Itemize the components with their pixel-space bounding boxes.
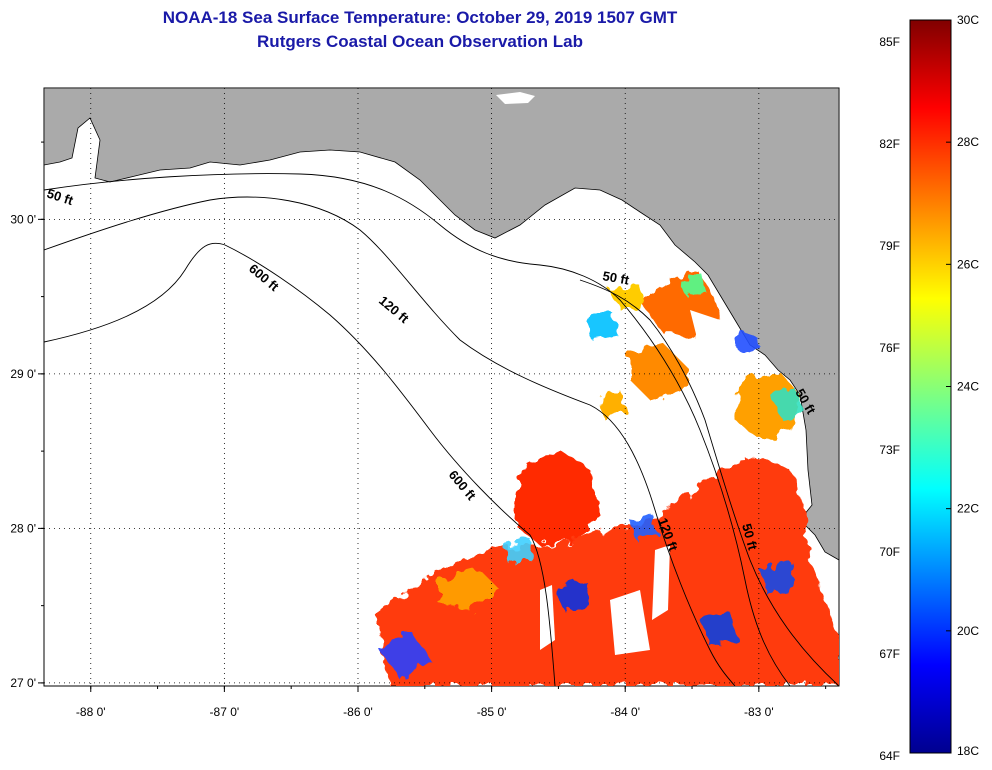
colorbar-fahrenheit-label: 67F [879,647,900,661]
lon-tick-label: -85 0' [477,705,507,719]
colorbar-fahrenheit-label: 64F [879,749,900,763]
map-title: NOAA-18 Sea Surface Temperature: October… [162,8,678,27]
colorbar-celsius-label: 22C [957,502,979,516]
colorbar-celsius-label: 30C [957,13,979,27]
colorbar-fahrenheit-label: 82F [879,137,900,151]
lat-tick-label: 27 0' [10,676,36,690]
colorbar-fahrenheit-label: 85F [879,35,900,49]
colorbar-celsius-label: 26C [957,257,979,271]
colorbar-fahrenheit-labels: 85F 82F 79F 76F 73F 70F 67F 64F [879,35,900,763]
colorbar-fahrenheit-label: 70F [879,545,900,559]
depth-contours [44,173,839,686]
lon-tick-label: -84 0' [610,705,640,719]
colorbar-fahrenheit-label: 79F [879,239,900,253]
colorbar-gradient [909,19,952,754]
lat-tick-label: 30 0' [10,212,36,226]
lat-tick-label: 29 0' [10,367,36,381]
lon-tick-label: -88 0' [76,705,106,719]
colorbar-fahrenheit-label: 73F [879,443,900,457]
colorbar-celsius-label: 24C [957,380,979,394]
longitude-labels: -88 0' -87 0' -86 0' -85 0' -84 0' -83 0' [76,705,774,719]
colorbar-fahrenheit-label: 76F [879,341,900,355]
axis-ticks [38,141,827,692]
map-subtitle: Rutgers Coastal Ocean Observation Lab [257,32,583,51]
latitude-labels: 30 0' 29 0' 28 0' 27 0' [10,212,36,690]
colorbar-celsius-label: 18C [957,744,979,758]
sst-cool-edges [380,272,805,680]
lat-tick-label: 28 0' [10,521,36,535]
inland-lake [496,92,535,104]
colorbar-celsius-labels: 30C 28C 26C 24C 22C 20C 18C [946,13,979,758]
cloud-gaps [540,310,745,655]
colorbar: 30C 28C 26C 24C 22C 20C 18C 85F 82F 79F 76F 73F 70F… [879,13,979,763]
colorbar-celsius-label: 20C [957,624,979,638]
lon-tick-label: -83 0' [744,705,774,719]
contour-label-50ft-south: 50 ft [739,522,761,552]
colorbar-celsius-label: 28C [957,135,979,149]
lon-tick-label: -87 0' [210,705,240,719]
contour-label-50ft-bigbend: 50 ft [601,268,631,288]
lon-tick-label: -86 0' [343,705,373,719]
